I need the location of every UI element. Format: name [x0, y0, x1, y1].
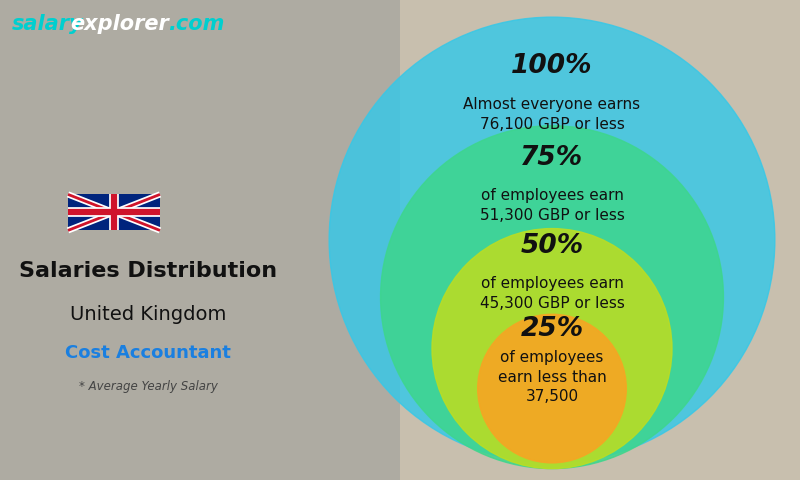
Text: United Kingdom: United Kingdom [70, 305, 226, 324]
Circle shape [381, 126, 723, 468]
FancyBboxPatch shape [0, 0, 400, 480]
FancyBboxPatch shape [400, 0, 800, 480]
FancyBboxPatch shape [68, 194, 160, 230]
Circle shape [432, 228, 672, 468]
Circle shape [478, 314, 626, 463]
Text: Almost everyone earns
76,100 GBP or less: Almost everyone earns 76,100 GBP or less [463, 97, 641, 132]
Text: of employees
earn less than
37,500: of employees earn less than 37,500 [498, 350, 606, 405]
Text: salary: salary [12, 14, 84, 35]
Text: explorer: explorer [70, 14, 169, 35]
Text: Cost Accountant: Cost Accountant [65, 344, 231, 362]
Circle shape [329, 17, 775, 463]
Text: 50%: 50% [521, 233, 583, 259]
Text: 25%: 25% [521, 316, 583, 342]
Text: * Average Yearly Salary: * Average Yearly Salary [78, 380, 218, 393]
Text: .com: .com [168, 14, 224, 35]
Text: 75%: 75% [521, 144, 583, 171]
Text: of employees earn
51,300 GBP or less: of employees earn 51,300 GBP or less [479, 188, 625, 223]
Text: Salaries Distribution: Salaries Distribution [19, 261, 277, 281]
Text: 100%: 100% [511, 53, 593, 79]
Text: of employees earn
45,300 GBP or less: of employees earn 45,300 GBP or less [479, 276, 625, 311]
